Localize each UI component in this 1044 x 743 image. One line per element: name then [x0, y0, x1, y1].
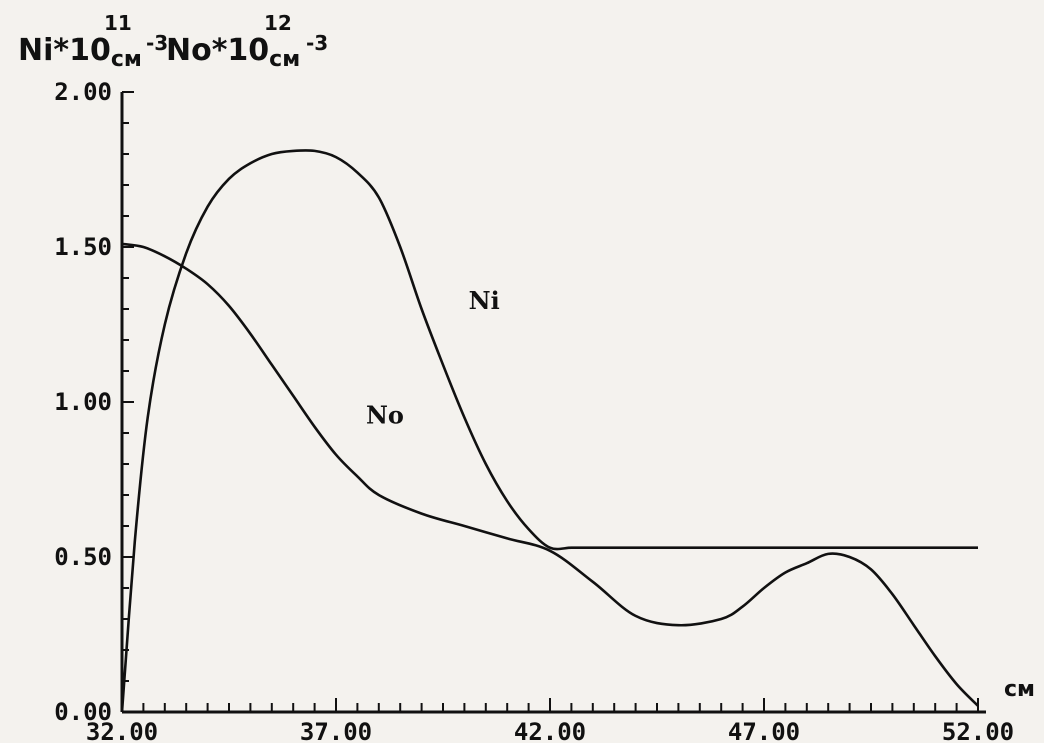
y-title-part1-unit: см: [111, 47, 142, 72]
series-lines: [120, 149, 979, 713]
y-axis-title: Ni*10см 11 -3 No*10см 12 -3: [18, 11, 328, 72]
x-tick-label: 47.00: [728, 718, 800, 743]
x-axis-ticks: 32.00 37.00 42.00 47.00 52.00: [86, 698, 1014, 743]
series-label-no: No: [366, 401, 404, 430]
svg-text:No*10см: No*10см: [166, 33, 300, 72]
y-title-part1-main: Ni*10: [18, 33, 111, 68]
y-axis-ticks: 0.00 0.50 1.00 1.50 2.00: [54, 78, 134, 726]
y-title-part2-sub: -3: [306, 31, 328, 55]
y-title-part2-main: No*10: [166, 33, 269, 68]
series-line-no: [121, 242, 979, 707]
y-tick-label: 0.00: [54, 698, 112, 726]
y-tick-label: 0.50: [54, 543, 112, 571]
x-tick-label: 37.00: [300, 718, 372, 743]
series-label-ni: Ni: [469, 286, 500, 315]
svg-text:Ni*10см: Ni*10см: [18, 33, 142, 72]
y-title-part2-exp: 12: [264, 11, 292, 35]
axes: [120, 92, 986, 714]
series-line-ni: [120, 149, 978, 713]
x-tick-label: 32.00: [86, 718, 158, 743]
x-tick-label: 52.00: [942, 718, 1014, 743]
series-labels: Ni No: [366, 286, 500, 430]
y-title-part1-sub: -3: [146, 31, 168, 55]
y-title-part1-exp: 11: [104, 11, 132, 35]
y-tick-label: 1.50: [54, 233, 112, 261]
y-title-part2-unit: см: [269, 47, 300, 72]
x-axis-unit-label: см: [1004, 677, 1035, 702]
x-tick-label: 42.00: [514, 718, 586, 743]
y-tick-label: 1.00: [54, 388, 112, 416]
y-tick-label: 2.00: [54, 78, 112, 106]
